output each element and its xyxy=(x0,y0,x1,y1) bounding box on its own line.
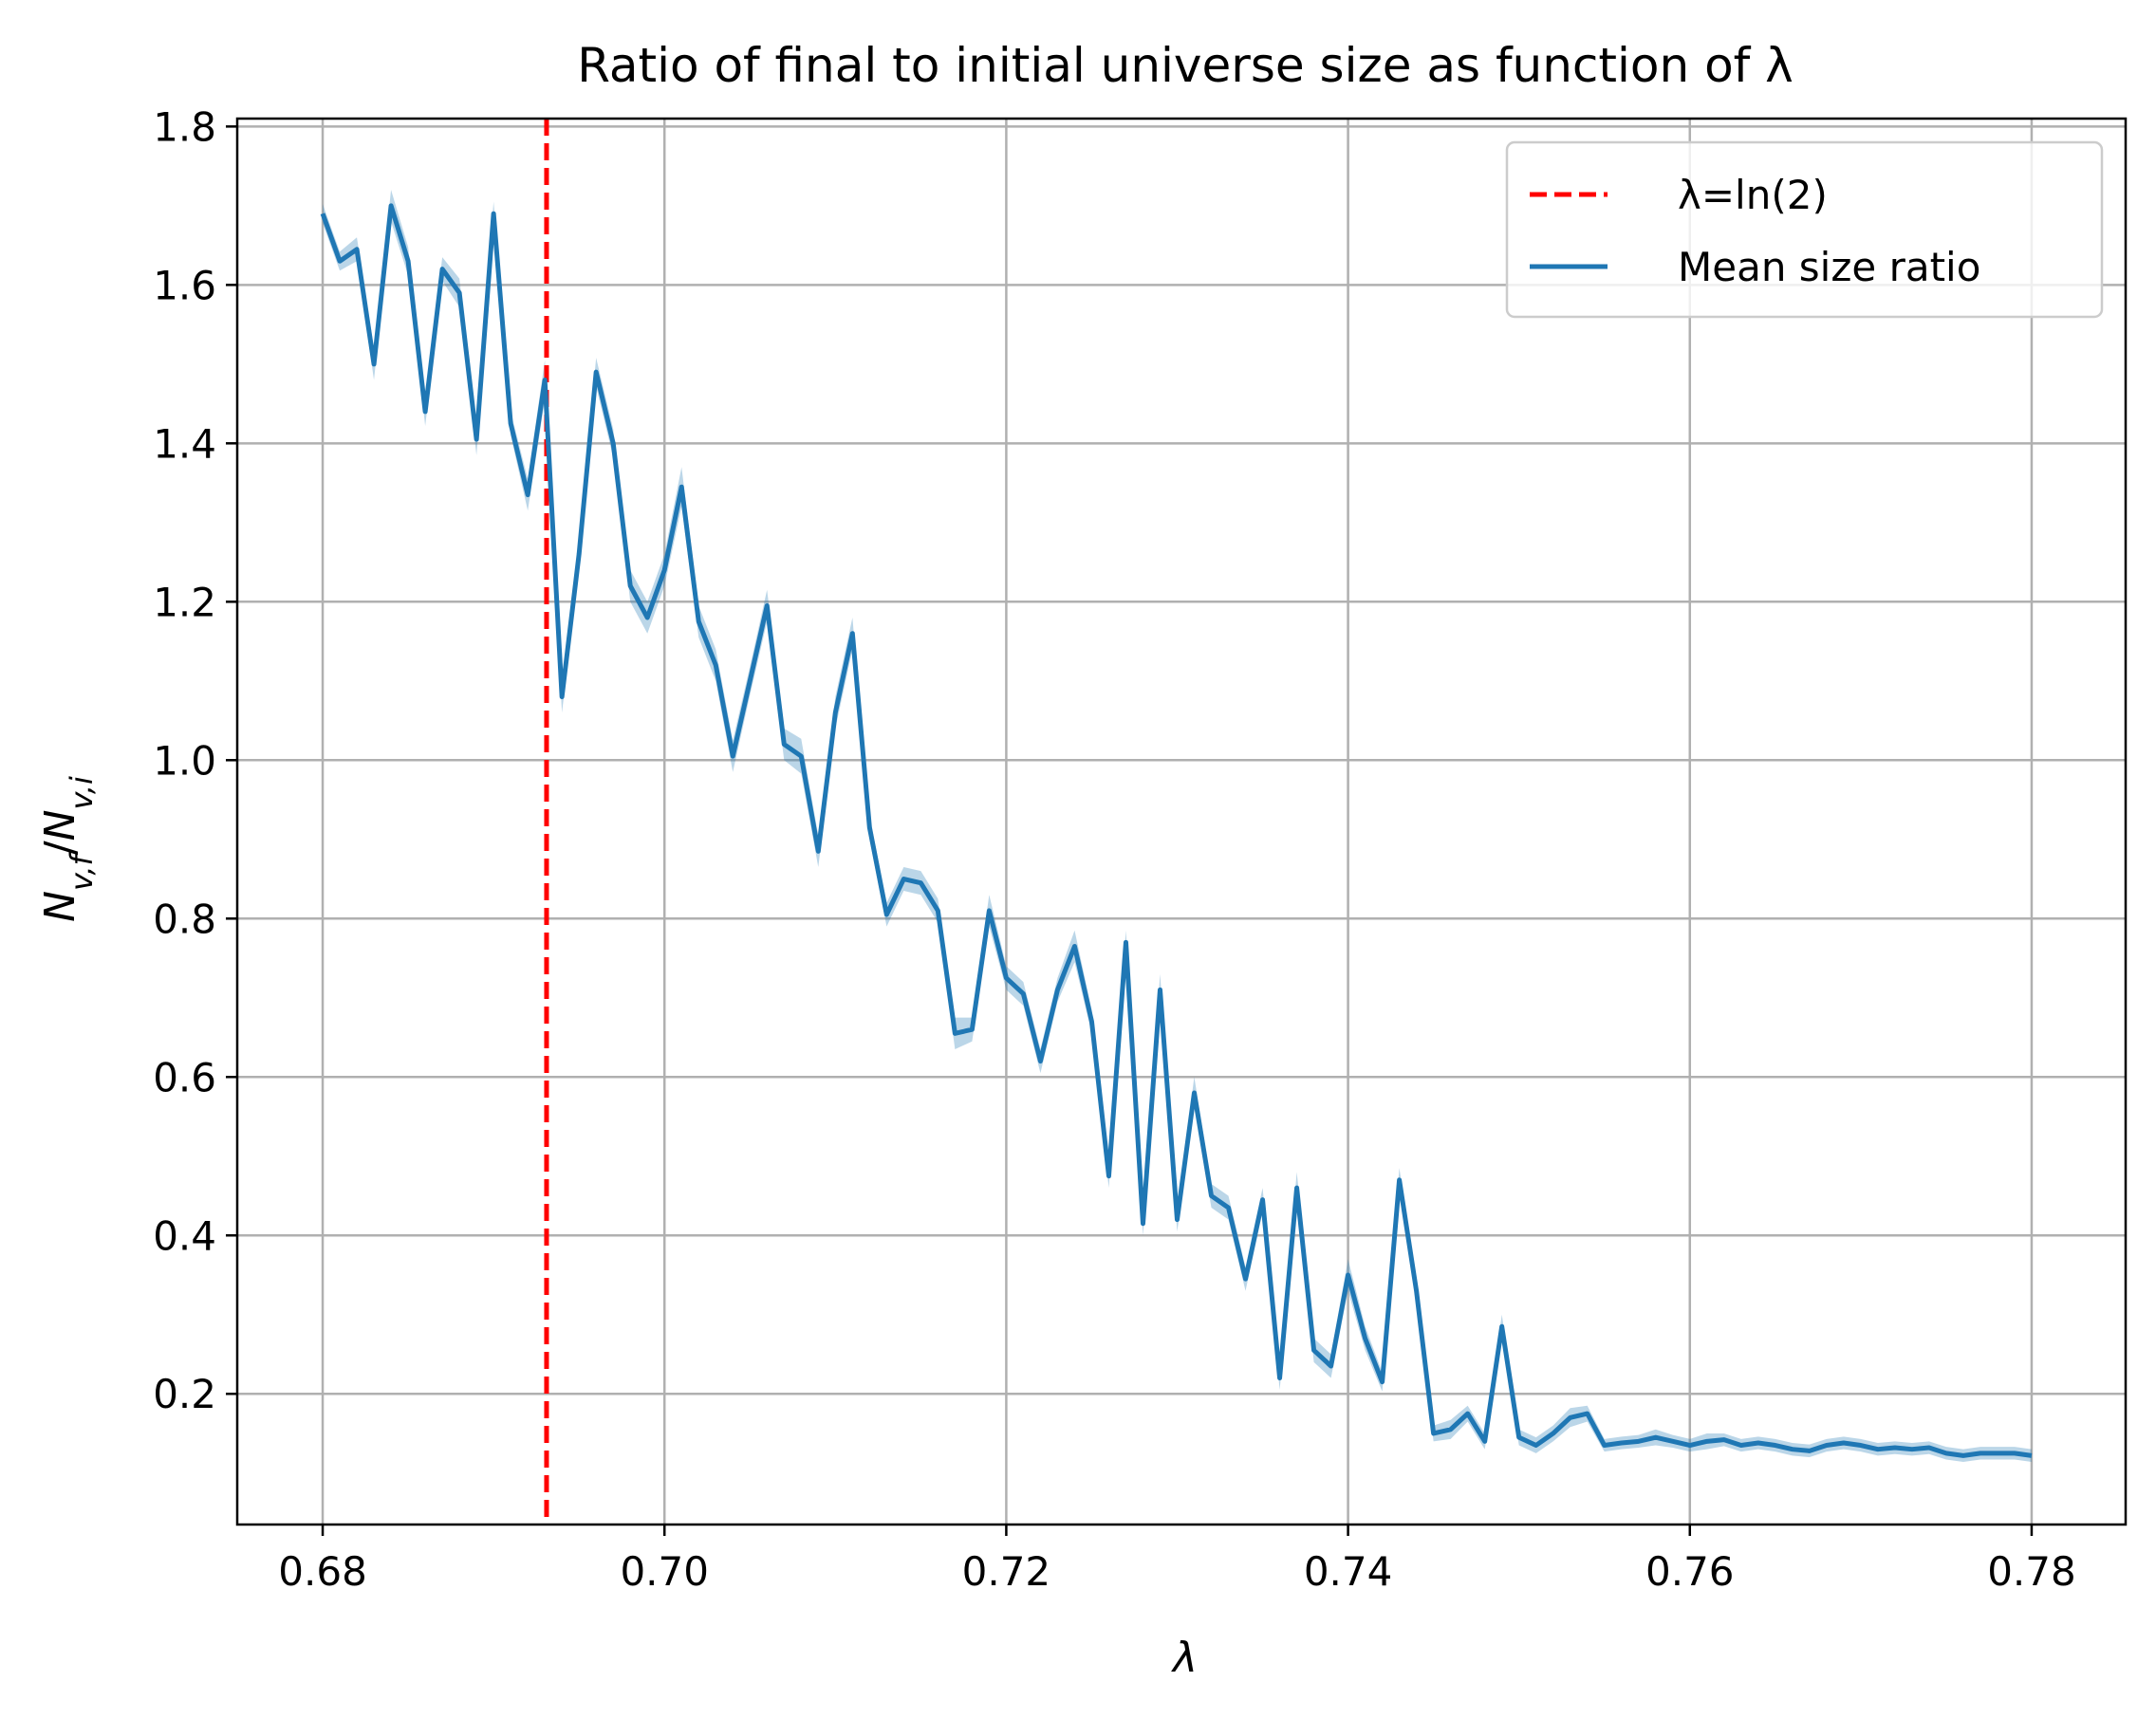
y-tick-label: 1.6 xyxy=(153,262,216,308)
x-axis-ticks: 0.68 0.70 0.72 0.74 0.76 0.78 xyxy=(278,1525,2076,1595)
y-tick-label: 0.4 xyxy=(153,1212,216,1259)
series-layer xyxy=(320,203,2033,1458)
x-tick-label: 0.76 xyxy=(1645,1548,1735,1595)
y-tick-label: 1.8 xyxy=(153,103,216,150)
x-tick-label: 0.68 xyxy=(278,1548,367,1595)
y-tick-label: 0.2 xyxy=(153,1371,216,1417)
series-line xyxy=(320,203,2033,1458)
legend-label: λ=ln(2) xyxy=(1678,172,1828,218)
y-tick-label: 1.0 xyxy=(153,737,216,784)
x-tick-label: 0.70 xyxy=(620,1548,709,1595)
legend: λ=ln(2) Mean size ratio xyxy=(1505,140,2104,319)
legend-box xyxy=(1505,140,2104,319)
y-tick-label: 1.2 xyxy=(153,579,216,625)
plot-frame xyxy=(235,117,2128,1526)
x-axis-label: λ xyxy=(1171,1634,1198,1682)
y-tick-label: 0.6 xyxy=(153,1054,216,1100)
legend-label: Mean size ratio xyxy=(1678,244,1980,290)
y-tick-label: 1.4 xyxy=(153,420,216,467)
chart-title: Ratio of final to initial universe size … xyxy=(577,38,1794,93)
y-axis-ticks: 0.2 0.4 0.6 0.8 1.0 1.2 1.4 1.6 1.8 xyxy=(153,103,237,1417)
y-tick-label: 0.8 xyxy=(153,896,216,942)
x-tick-label: 0.74 xyxy=(1304,1548,1393,1595)
x-tick-label: 0.72 xyxy=(962,1548,1051,1595)
x-tick-label: 0.78 xyxy=(1987,1548,2076,1595)
grid xyxy=(237,119,2126,1525)
y-axis-label: Nv,f/Nv,i xyxy=(36,776,100,922)
